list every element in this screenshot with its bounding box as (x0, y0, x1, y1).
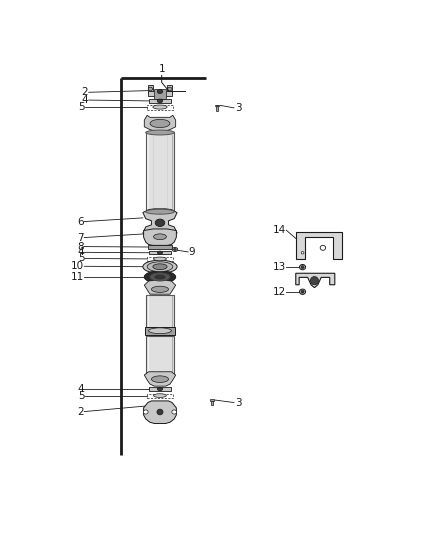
Text: 8: 8 (77, 241, 84, 252)
Ellipse shape (148, 328, 171, 334)
Ellipse shape (172, 410, 177, 414)
Text: 3: 3 (235, 398, 241, 408)
Polygon shape (144, 115, 176, 132)
Polygon shape (144, 372, 176, 386)
Text: 1: 1 (159, 64, 165, 74)
Ellipse shape (300, 264, 306, 270)
Text: 9: 9 (189, 247, 195, 257)
Ellipse shape (146, 209, 174, 214)
Bar (146, 295, 174, 330)
Ellipse shape (300, 289, 306, 294)
Ellipse shape (150, 273, 170, 281)
Ellipse shape (155, 219, 165, 227)
Bar (167, 85, 172, 93)
Ellipse shape (148, 87, 152, 91)
Ellipse shape (157, 387, 162, 391)
Ellipse shape (146, 130, 174, 135)
Bar (211, 400, 212, 406)
Bar (146, 133, 174, 212)
Text: 4: 4 (77, 384, 84, 394)
Bar (148, 85, 153, 93)
Text: 10: 10 (71, 261, 84, 271)
Ellipse shape (157, 251, 162, 254)
Bar (145, 327, 175, 335)
Text: 2: 2 (77, 407, 84, 417)
Ellipse shape (144, 271, 176, 283)
Ellipse shape (168, 87, 172, 91)
Ellipse shape (301, 252, 304, 254)
Polygon shape (143, 209, 177, 237)
Bar (149, 251, 171, 254)
Bar (148, 91, 172, 96)
Bar (148, 387, 171, 391)
Ellipse shape (154, 274, 166, 279)
Text: 3: 3 (235, 103, 241, 113)
Text: 14: 14 (272, 225, 286, 235)
Text: 7: 7 (77, 232, 84, 243)
Ellipse shape (154, 257, 166, 261)
Ellipse shape (153, 264, 167, 270)
Text: 5: 5 (78, 391, 85, 401)
Ellipse shape (157, 90, 162, 93)
Text: 6: 6 (77, 216, 84, 227)
Ellipse shape (157, 409, 163, 415)
Polygon shape (144, 401, 177, 424)
Ellipse shape (301, 265, 304, 269)
Bar (216, 105, 218, 111)
Ellipse shape (152, 376, 169, 383)
Ellipse shape (301, 290, 304, 293)
Text: 5: 5 (78, 102, 85, 112)
Text: 4: 4 (81, 95, 88, 105)
Text: 4: 4 (77, 247, 84, 257)
Bar (147, 393, 173, 398)
Ellipse shape (154, 234, 166, 240)
Polygon shape (296, 232, 342, 259)
Bar (154, 90, 166, 99)
Ellipse shape (154, 394, 166, 398)
Text: 11: 11 (71, 272, 84, 282)
Ellipse shape (157, 99, 162, 103)
Ellipse shape (311, 277, 318, 285)
Bar (148, 99, 171, 103)
Ellipse shape (143, 410, 148, 414)
Bar (215, 104, 219, 106)
Text: 12: 12 (272, 287, 286, 297)
Polygon shape (144, 280, 176, 294)
Bar (148, 245, 172, 248)
Ellipse shape (153, 105, 167, 109)
Text: 13: 13 (272, 262, 286, 272)
Polygon shape (296, 273, 335, 288)
Ellipse shape (143, 260, 177, 273)
Text: 5: 5 (78, 254, 85, 263)
Bar (147, 257, 173, 261)
Ellipse shape (150, 119, 170, 127)
Bar (209, 399, 214, 401)
Ellipse shape (147, 262, 173, 272)
Ellipse shape (320, 245, 325, 251)
Text: 2: 2 (81, 87, 88, 98)
Bar (146, 336, 174, 374)
Ellipse shape (152, 286, 169, 293)
Bar (147, 105, 173, 109)
Polygon shape (144, 229, 177, 245)
Ellipse shape (172, 247, 178, 252)
Ellipse shape (173, 248, 177, 251)
